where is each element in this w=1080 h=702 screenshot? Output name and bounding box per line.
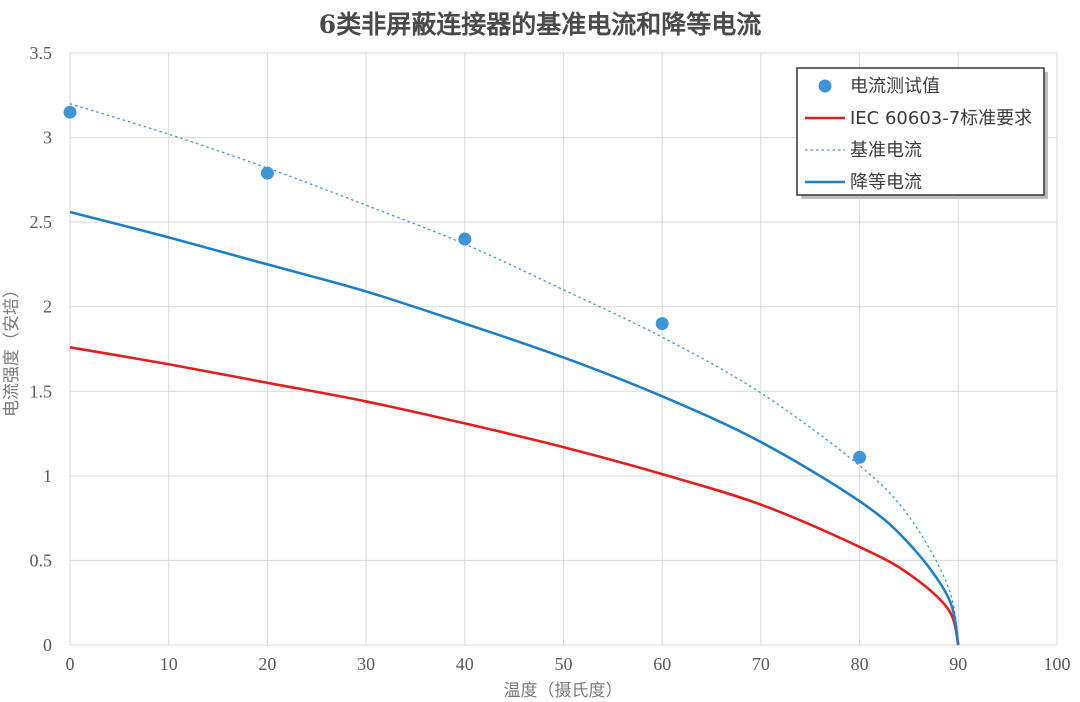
y-tick-label: 3 bbox=[43, 128, 52, 148]
legend-label: IEC 60603-7标准要求 bbox=[850, 108, 1032, 129]
series-line bbox=[69, 346, 960, 646]
tick-labels: 0 10 20 30 40 50 60 70 80 90 100 0 0.5 1 1.5 2 2.5 3 3.5 bbox=[30, 43, 1071, 674]
x-tick-label: 40 bbox=[456, 654, 474, 674]
x-tick-label: 20 bbox=[258, 654, 276, 674]
legend-label: 基准电流 bbox=[850, 140, 922, 161]
scatter-point bbox=[63, 105, 77, 119]
y-tick-label: 2.5 bbox=[30, 212, 53, 232]
x-tick-label: 30 bbox=[357, 654, 375, 674]
legend-box bbox=[796, 67, 1045, 196]
x-axis-label: 温度（摄氏度） bbox=[504, 681, 623, 701]
series-line bbox=[69, 210, 960, 646]
x-tick-label: 100 bbox=[1044, 654, 1071, 674]
y-tick-label: 1 bbox=[43, 466, 52, 486]
y-tick-label: 3.5 bbox=[30, 43, 53, 63]
legend-label: 降等电流 bbox=[850, 172, 922, 193]
x-tick-label: 50 bbox=[555, 654, 573, 674]
y-tick-label: 0 bbox=[43, 635, 52, 655]
y-tick-label: 1.5 bbox=[30, 381, 53, 401]
legend-marker bbox=[818, 79, 832, 93]
x-tick-label: 10 bbox=[160, 654, 178, 674]
scatter-point bbox=[260, 166, 274, 180]
grid-lines bbox=[69, 52, 1058, 646]
x-tick-label: 70 bbox=[752, 654, 770, 674]
y-tick-label: 2 bbox=[43, 297, 52, 317]
y-axis-label: 电流强度（安培） bbox=[2, 281, 22, 417]
series-line bbox=[69, 103, 959, 646]
x-tick-label: 0 bbox=[66, 654, 75, 674]
x-tick-label: 80 bbox=[851, 654, 869, 674]
x-tick-label: 90 bbox=[949, 654, 967, 674]
scatter-point bbox=[853, 450, 867, 464]
x-tick-label: 60 bbox=[653, 654, 671, 674]
chart-title: 6类非屏蔽连接器的基准电流和降等电流 bbox=[319, 10, 761, 39]
y-tick-label: 0.5 bbox=[30, 550, 53, 570]
scatter-point bbox=[655, 317, 669, 331]
legend-label: 电流测试值 bbox=[850, 76, 940, 97]
scatter-point bbox=[458, 232, 472, 246]
series-layer bbox=[63, 103, 960, 646]
